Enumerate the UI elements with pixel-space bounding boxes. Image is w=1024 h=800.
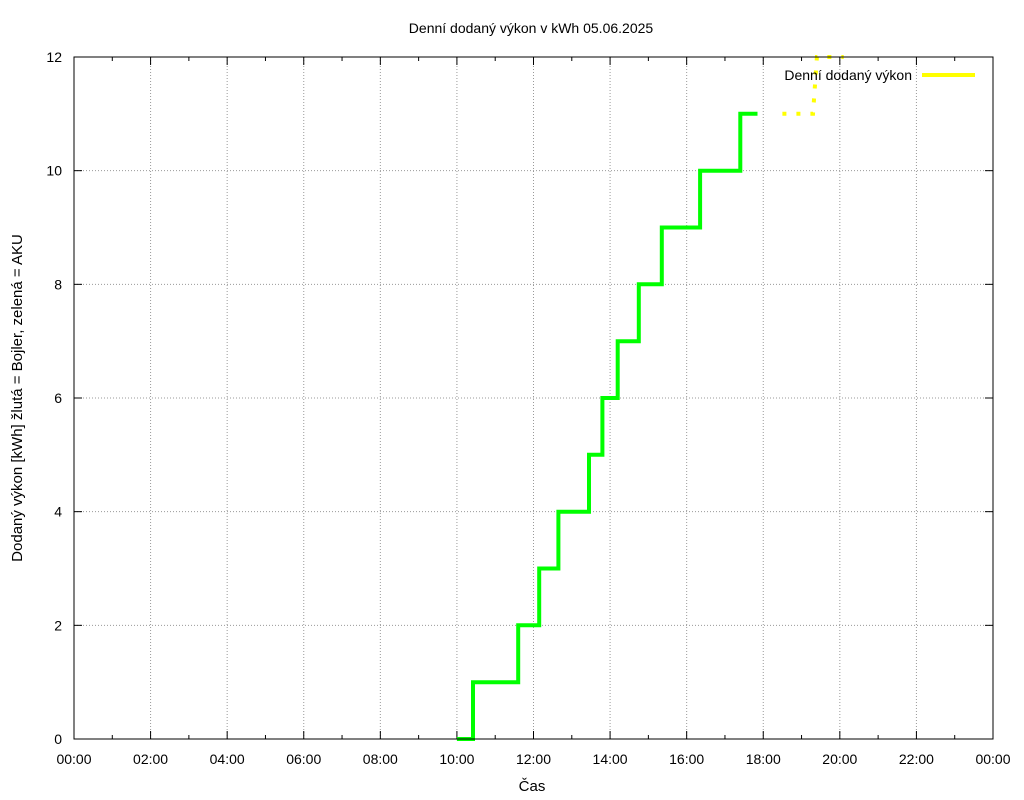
y-tick-label: 10 bbox=[46, 163, 62, 179]
y-tick-labels: 0 2 4 6 8 10 12 bbox=[46, 49, 62, 747]
x-tick-label: 04:00 bbox=[210, 751, 245, 767]
x-tick-label: 20:00 bbox=[822, 751, 857, 767]
x-tick-label: 00:00 bbox=[975, 751, 1010, 767]
x-tick-label: 10:00 bbox=[439, 751, 474, 767]
series-line-1 bbox=[782, 55, 844, 116]
y-tick-label: 8 bbox=[54, 276, 62, 292]
legend: Denní dodaný výkon bbox=[784, 67, 975, 83]
y-axis-label: Dodaný výkon [kWh] žlutá = Bojler, zelen… bbox=[9, 234, 26, 562]
series-line-2 bbox=[456, 111, 758, 741]
y-tick-label: 4 bbox=[54, 504, 62, 520]
plot-border bbox=[73, 56, 994, 740]
x-tick-label: 18:00 bbox=[746, 751, 781, 767]
x-tick-label: 06:00 bbox=[286, 751, 321, 767]
x-tick-label: 14:00 bbox=[593, 751, 628, 767]
y-tick-label: 12 bbox=[46, 49, 62, 65]
x-tick-label: 12:00 bbox=[516, 751, 551, 767]
x-axis-label: Čas bbox=[519, 778, 546, 795]
x-tick-label: 02:00 bbox=[133, 751, 168, 767]
x-tick-label: 16:00 bbox=[669, 751, 704, 767]
legend-entry-label: Denní dodaný výkon bbox=[784, 67, 912, 83]
x-tick-label: 08:00 bbox=[363, 751, 398, 767]
x-tick-labels: 00:00 02:00 04:00 06:00 08:00 10:00 12:00 14:00… bbox=[56, 751, 1010, 767]
y-tick-label: 2 bbox=[54, 617, 62, 633]
x-tick-label: 00:00 bbox=[56, 751, 91, 767]
y-tick-label: 0 bbox=[54, 731, 62, 747]
chart-title: Denní dodaný výkon v kWh 05.06.2025 bbox=[409, 20, 654, 36]
x-tick-label: 22:00 bbox=[899, 751, 934, 767]
y-tick-label: 6 bbox=[54, 390, 62, 406]
grid-lines bbox=[74, 57, 993, 739]
